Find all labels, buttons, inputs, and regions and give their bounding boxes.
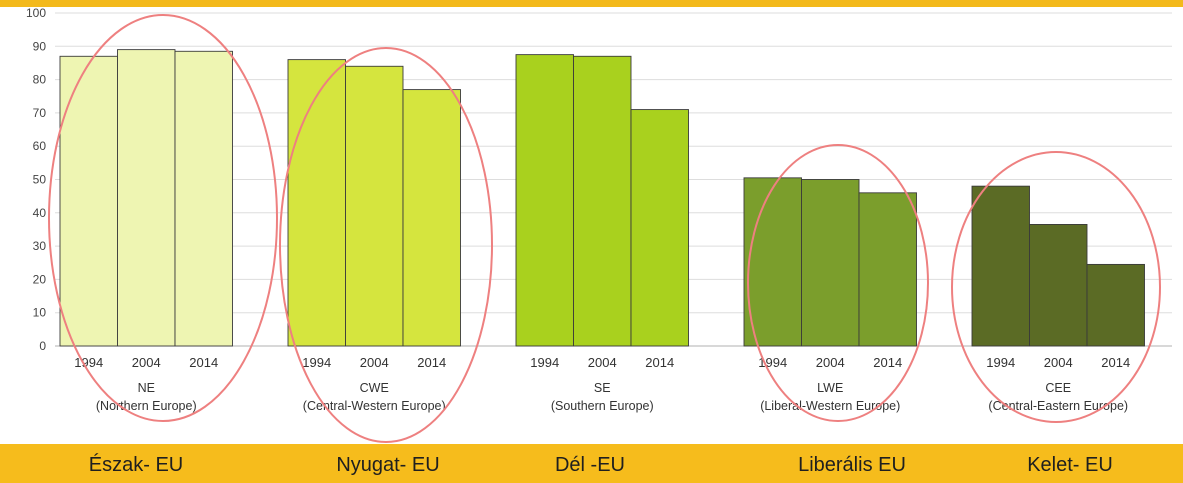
- highlight-ellipse: [279, 47, 493, 443]
- bar-ne-2014: [174, 50, 233, 347]
- bar-cwe-2004: [345, 65, 404, 347]
- bar-cwe-1994: [287, 59, 346, 347]
- top-banner-band: [0, 0, 1183, 7]
- group-name-label: (Central-Eastern Europe): [988, 399, 1128, 413]
- y-tick-label: 60: [33, 139, 47, 153]
- region-label: Észak- EU: [88, 454, 184, 476]
- group-name-label: (Southern Europe): [551, 399, 654, 413]
- region-label: Dél -EU: [554, 454, 626, 476]
- y-tick-label: 40: [33, 206, 47, 220]
- highlight-ellipse: [951, 151, 1161, 423]
- bar-cee-2014: [1086, 263, 1145, 347]
- group-code-label: SE: [594, 381, 611, 395]
- bar-cee-2004: [1029, 224, 1088, 347]
- bar-cwe-2014: [402, 89, 461, 347]
- y-tick-label: 80: [33, 73, 47, 87]
- group-code-label: LWE: [817, 381, 843, 395]
- region-label: Nyugat- EU: [336, 454, 440, 476]
- bar-se-2004: [573, 55, 632, 347]
- bar-lwe-2004: [801, 179, 860, 347]
- group-name-label: (Central-Western Europe): [303, 399, 446, 413]
- y-tick-label: 30: [33, 239, 47, 253]
- group-name-label: (Northern Europe): [96, 399, 197, 413]
- bars: [59, 49, 1145, 347]
- year-label: 2014: [417, 355, 446, 370]
- y-axis: 0 10 20 30 40 50 60 70 80 90 100: [26, 6, 46, 353]
- highlight-ellipse: [48, 14, 278, 422]
- year-label: 2004: [1044, 355, 1073, 370]
- highlight-circles: [48, 14, 1161, 443]
- bar-chart: 0 10 20 30 40 50 60 70 80 90 100 1994 2004 2014 NE (No…: [26, 6, 1172, 443]
- year-label: 2004: [360, 355, 389, 370]
- year-label: 2004: [816, 355, 845, 370]
- year-label: 2014: [189, 355, 218, 370]
- year-label: 2004: [588, 355, 617, 370]
- year-label: 2014: [645, 355, 674, 370]
- bar-lwe-2014: [858, 192, 917, 347]
- year-label: 1994: [530, 355, 559, 370]
- y-tick-label: 100: [26, 6, 46, 20]
- bar-ne-2004: [117, 49, 176, 347]
- y-tick-label: 0: [39, 339, 46, 353]
- x-axis-labels: 1994 2004 2014 NE (Northern Europe) 1994 2004 2…: [74, 355, 1130, 413]
- highlight-ellipse: [747, 144, 929, 422]
- y-tick-label: 70: [33, 106, 47, 120]
- bar-lwe-1994: [743, 177, 802, 347]
- group-code-label: CWE: [360, 381, 389, 395]
- y-tick-label: 90: [33, 39, 47, 53]
- y-tick-label: 20: [33, 272, 47, 286]
- year-label: 2004: [132, 355, 161, 370]
- group-code-label: NE: [138, 381, 155, 395]
- y-tick-label: 50: [33, 173, 47, 187]
- year-label: 1994: [302, 355, 331, 370]
- group-name-label: (Liberal-Western Europe): [760, 399, 900, 413]
- bar-se-2014: [630, 109, 689, 347]
- year-label: 1994: [74, 355, 103, 370]
- bar-ne-1994: [59, 55, 118, 347]
- year-label: 2014: [1101, 355, 1130, 370]
- y-tick-label: 10: [33, 306, 47, 320]
- bar-se-1994: [515, 54, 574, 347]
- bottom-banner-band: [0, 444, 1183, 483]
- group-code-label: CEE: [1045, 381, 1071, 395]
- year-label: 2014: [873, 355, 902, 370]
- bar-cee-1994: [971, 185, 1030, 347]
- region-label: Kelet- EU: [1027, 454, 1113, 476]
- year-label: 1994: [986, 355, 1015, 370]
- region-label: Liberális EU: [798, 454, 906, 476]
